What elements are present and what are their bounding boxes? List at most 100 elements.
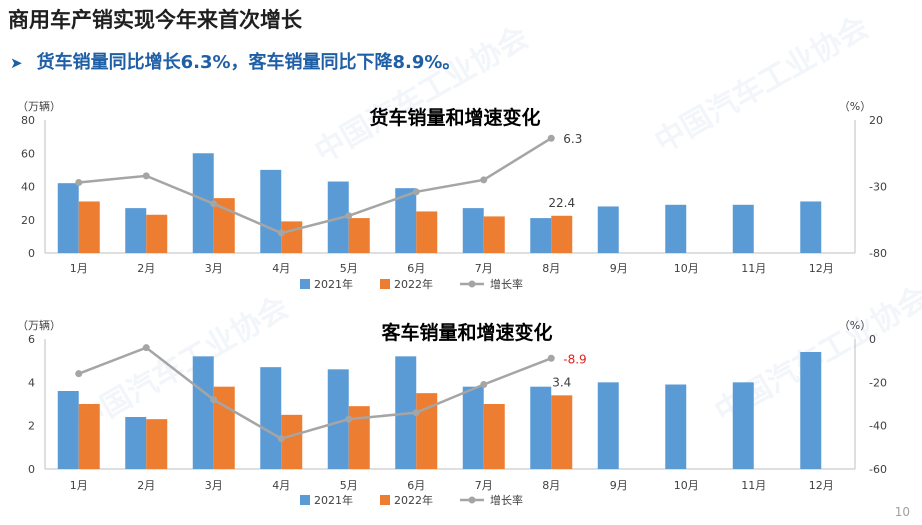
x-tick-label: 12月 <box>809 479 834 492</box>
bar-2022 <box>281 221 303 253</box>
growth-rate-point <box>142 344 150 352</box>
bar-2021 <box>462 386 484 469</box>
legend-label-rate: 增长率 <box>490 493 523 507</box>
growth-rate-line <box>78 346 552 441</box>
x-tick-label: 12月 <box>809 262 834 275</box>
y2-tick-label: -80 <box>869 247 887 260</box>
chart-title: 客车销量和增速变化 <box>381 321 552 344</box>
bar-2022 <box>483 404 505 469</box>
growth-rate-point <box>75 179 83 187</box>
y-tick-label: 20 <box>21 214 35 227</box>
bar-2022 <box>78 201 100 253</box>
bar-2021 <box>125 417 147 469</box>
page-number: 10 <box>894 505 910 519</box>
y-tick-label: 6 <box>28 333 35 346</box>
x-tick-label: 9月 <box>610 262 628 275</box>
bar-2021 <box>732 382 754 469</box>
bar-2022 <box>416 393 438 469</box>
y2-axis-label: （%） <box>839 319 871 332</box>
subtitle-text: 货车销量同比增长6.3%，客车销量同比下降8.9%。 <box>36 52 461 73</box>
growth-rate-point <box>547 134 555 142</box>
y-tick-label: 0 <box>28 463 35 476</box>
x-tick-label: 3月 <box>205 262 223 275</box>
bar-2022 <box>146 214 168 253</box>
x-tick-label: 4月 <box>272 479 290 492</box>
legend-label-2021: 2021年 <box>314 277 353 291</box>
growth-rate-point <box>480 381 488 388</box>
x-tick-label: 2月 <box>137 479 155 492</box>
bar-2021 <box>800 201 822 253</box>
legend-swatch-2022 <box>380 495 390 505</box>
x-tick-label: 10月 <box>674 262 699 275</box>
y2-tick-label: -20 <box>869 376 887 389</box>
bar-2022 <box>146 419 168 469</box>
x-tick-label: 7月 <box>475 262 493 275</box>
bar-2022 <box>281 414 303 469</box>
x-tick-label: 8月 <box>542 479 560 492</box>
y2-tick-label: -30 <box>869 181 887 194</box>
bar-2022 <box>416 211 438 253</box>
x-tick-label: 10月 <box>674 479 699 492</box>
y-tick-label: 2 <box>28 420 35 433</box>
x-tick-label: 2月 <box>137 262 155 275</box>
bar-2021 <box>192 356 214 469</box>
y-tick-label: 4 <box>28 376 35 389</box>
bar-2021 <box>732 204 754 253</box>
y-tick-label: 60 <box>21 147 35 160</box>
bar-2021 <box>327 369 349 469</box>
arrow-bullet-icon: ➤ <box>10 54 23 72</box>
x-tick-label: 3月 <box>205 479 223 492</box>
bar-2021 <box>800 352 822 469</box>
bar-2021 <box>57 183 79 253</box>
bar-2021 <box>597 382 619 469</box>
growth-rate-point <box>277 229 285 237</box>
legend-swatch-2022 <box>380 279 390 289</box>
legend-swatch-rate-dot <box>468 280 476 288</box>
bar-2022 <box>348 406 370 469</box>
x-tick-label: 5月 <box>340 262 358 275</box>
bar-2021 <box>192 153 214 253</box>
legend-label-2022: 2022年 <box>394 493 433 507</box>
bar-2022 <box>483 216 505 253</box>
bar-2021 <box>665 384 687 469</box>
bar-data-label: 22.4 <box>548 196 575 210</box>
bar-2021 <box>530 218 552 253</box>
x-tick-label: 8月 <box>542 262 560 275</box>
x-tick-label: 9月 <box>610 479 628 492</box>
x-tick-label: 6月 <box>407 262 425 275</box>
bar-2021 <box>125 208 147 253</box>
rate-data-label: -8.9 <box>563 352 586 366</box>
bar-2021 <box>462 208 484 253</box>
bar-2021 <box>597 206 619 253</box>
x-tick-label: 1月 <box>70 262 88 275</box>
bar-2021 <box>57 391 79 469</box>
page-title: 商用车产销实现今年来首次增长 <box>8 8 302 32</box>
growth-rate-point <box>277 435 285 443</box>
y2-tick-label: 20 <box>869 114 883 127</box>
bar-2021 <box>530 386 552 469</box>
y2-axis-label: （%） <box>839 100 871 113</box>
x-tick-label: 11月 <box>741 479 766 492</box>
y-tick-label: 0 <box>28 247 35 260</box>
bar-2022 <box>551 395 573 469</box>
y2-tick-label: -60 <box>869 463 887 476</box>
legend-label-rate: 增长率 <box>490 277 523 291</box>
page-subtitle: ➤ 货车销量同比增长6.3%，客车销量同比下降8.9%。 <box>10 48 460 74</box>
x-tick-label: 11月 <box>741 262 766 275</box>
bar-2021 <box>260 169 282 253</box>
y-axis-label: （万辆） <box>17 99 61 113</box>
x-tick-label: 5月 <box>340 479 358 492</box>
bar-2021 <box>395 188 417 253</box>
bar-data-label: 3.4 <box>552 375 571 389</box>
growth-rate-point <box>345 212 353 220</box>
bar-2021 <box>260 367 282 469</box>
x-tick-label: 4月 <box>272 262 290 275</box>
bar-2022 <box>551 215 573 253</box>
growth-rate-point <box>210 200 218 208</box>
growth-rate-point <box>412 409 420 417</box>
x-tick-label: 1月 <box>70 479 88 492</box>
y-axis-label: （万辆） <box>17 318 61 332</box>
growth-rate-point <box>210 396 218 404</box>
legend-swatch-2021 <box>300 279 310 289</box>
legend-swatch-2021 <box>300 495 310 505</box>
